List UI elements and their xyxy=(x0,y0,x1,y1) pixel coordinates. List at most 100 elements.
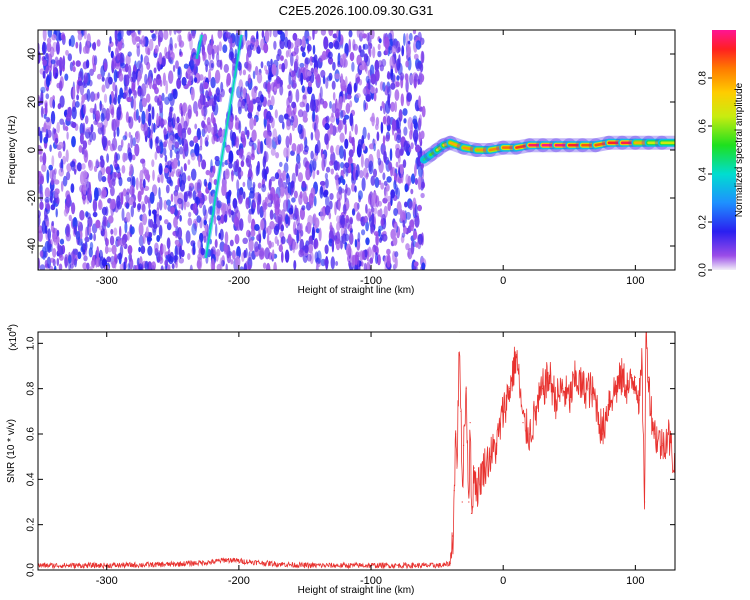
noise-speckle xyxy=(403,126,408,136)
noise-speckle xyxy=(132,201,137,209)
noise-speckle xyxy=(143,122,149,137)
noise-speckle xyxy=(332,33,338,39)
noise-speckle xyxy=(217,30,223,39)
noise-speckle xyxy=(65,232,72,242)
noise-speckle xyxy=(114,84,118,98)
noise-speckle xyxy=(159,79,163,87)
noise-speckle xyxy=(389,148,393,162)
noise-speckle xyxy=(39,264,46,270)
noise-speckle xyxy=(64,73,69,81)
noise-speckle xyxy=(285,192,291,199)
noise-speckle xyxy=(306,253,312,262)
noise-speckle xyxy=(164,139,168,145)
noise-speckle xyxy=(409,74,414,85)
noise-speckle xyxy=(121,208,125,221)
spectrogram-plot-area xyxy=(38,30,675,270)
noise-speckle xyxy=(380,105,383,111)
noise-speckle xyxy=(392,236,398,246)
noise-speckle xyxy=(323,36,329,50)
noise-speckle xyxy=(42,30,47,42)
noise-speckle xyxy=(101,176,107,183)
noise-speckle xyxy=(56,82,61,89)
snr-point xyxy=(509,388,511,390)
snr-point xyxy=(172,563,174,565)
snr-point xyxy=(502,410,504,412)
noise-speckle xyxy=(141,203,146,213)
noise-speckle xyxy=(170,206,175,215)
noise-speckle xyxy=(43,121,47,133)
noise-speckle xyxy=(268,178,272,187)
noise-speckle xyxy=(338,30,341,43)
colorbar-tick-label: 0.8 xyxy=(698,71,709,85)
noise-speckle xyxy=(64,125,69,132)
noise-speckle xyxy=(46,169,50,184)
noise-speckle xyxy=(76,94,79,101)
noise-speckle xyxy=(127,263,130,270)
snr-x-tick-label: 100 xyxy=(626,575,644,587)
noise-speckle xyxy=(297,109,304,118)
noise-speckle xyxy=(417,176,422,190)
noise-speckle xyxy=(325,255,329,270)
noise-speckle xyxy=(91,131,97,141)
noise-speckle xyxy=(286,97,290,109)
noise-speckle xyxy=(191,30,196,39)
noise-speckle xyxy=(255,96,261,104)
noise-speckle xyxy=(264,196,268,207)
noise-speckle xyxy=(223,63,229,73)
noise-speckle xyxy=(59,238,65,245)
noise-speckle xyxy=(284,249,290,263)
noise-speckle xyxy=(316,250,322,264)
noise-speckle xyxy=(401,45,405,57)
noise-speckle xyxy=(290,205,294,214)
noise-speckle xyxy=(125,54,131,66)
noise-speckle xyxy=(420,130,425,140)
snr-point xyxy=(634,376,636,378)
noise-speckle xyxy=(396,134,402,144)
noise-speckle xyxy=(404,183,409,193)
noise-speckle xyxy=(220,214,225,225)
noise-speckle xyxy=(282,170,286,181)
noise-speckle xyxy=(168,111,173,120)
snr-point xyxy=(638,399,640,401)
noise-speckle xyxy=(97,122,103,128)
noise-speckle xyxy=(126,96,132,103)
snr-point xyxy=(304,564,306,567)
noise-speckle xyxy=(192,242,196,255)
noise-speckle xyxy=(242,69,247,76)
noise-speckle xyxy=(245,80,249,87)
noise-speckle xyxy=(199,197,204,204)
noise-speckle xyxy=(38,214,41,227)
noise-speckle xyxy=(340,188,345,194)
noise-speckle xyxy=(116,195,121,208)
noise-speckle xyxy=(214,155,220,162)
noise-speckle xyxy=(410,142,414,150)
noise-speckle xyxy=(101,135,108,149)
noise-speckle xyxy=(117,144,123,152)
noise-speckle xyxy=(49,96,54,108)
noise-speckle xyxy=(319,86,323,100)
noise-speckle xyxy=(201,109,205,117)
noise-speckle xyxy=(325,195,330,207)
noise-speckle xyxy=(352,142,356,154)
noise-speckle xyxy=(157,97,160,106)
noise-speckle xyxy=(382,81,386,92)
spectrogram-x-tick-label: 0 xyxy=(500,275,506,287)
noise-speckle xyxy=(210,258,215,270)
noise-speckle xyxy=(176,77,182,90)
noise-speckle xyxy=(174,141,180,149)
noise-speckle xyxy=(349,112,354,127)
noise-speckle xyxy=(354,185,357,193)
colorbar-scale xyxy=(712,30,736,270)
noise-speckle xyxy=(77,80,84,87)
noise-speckle xyxy=(175,261,178,269)
noise-speckle xyxy=(65,113,72,122)
noise-speckle xyxy=(200,135,203,148)
snr-point xyxy=(621,376,623,378)
noise-speckle xyxy=(79,230,83,240)
noise-speckle xyxy=(201,120,206,129)
snr-scale-close: ) xyxy=(8,324,19,327)
noise-speckle xyxy=(83,103,87,116)
noise-speckle xyxy=(122,152,127,163)
noise-speckle xyxy=(362,87,366,95)
noise-speckle xyxy=(49,168,54,180)
